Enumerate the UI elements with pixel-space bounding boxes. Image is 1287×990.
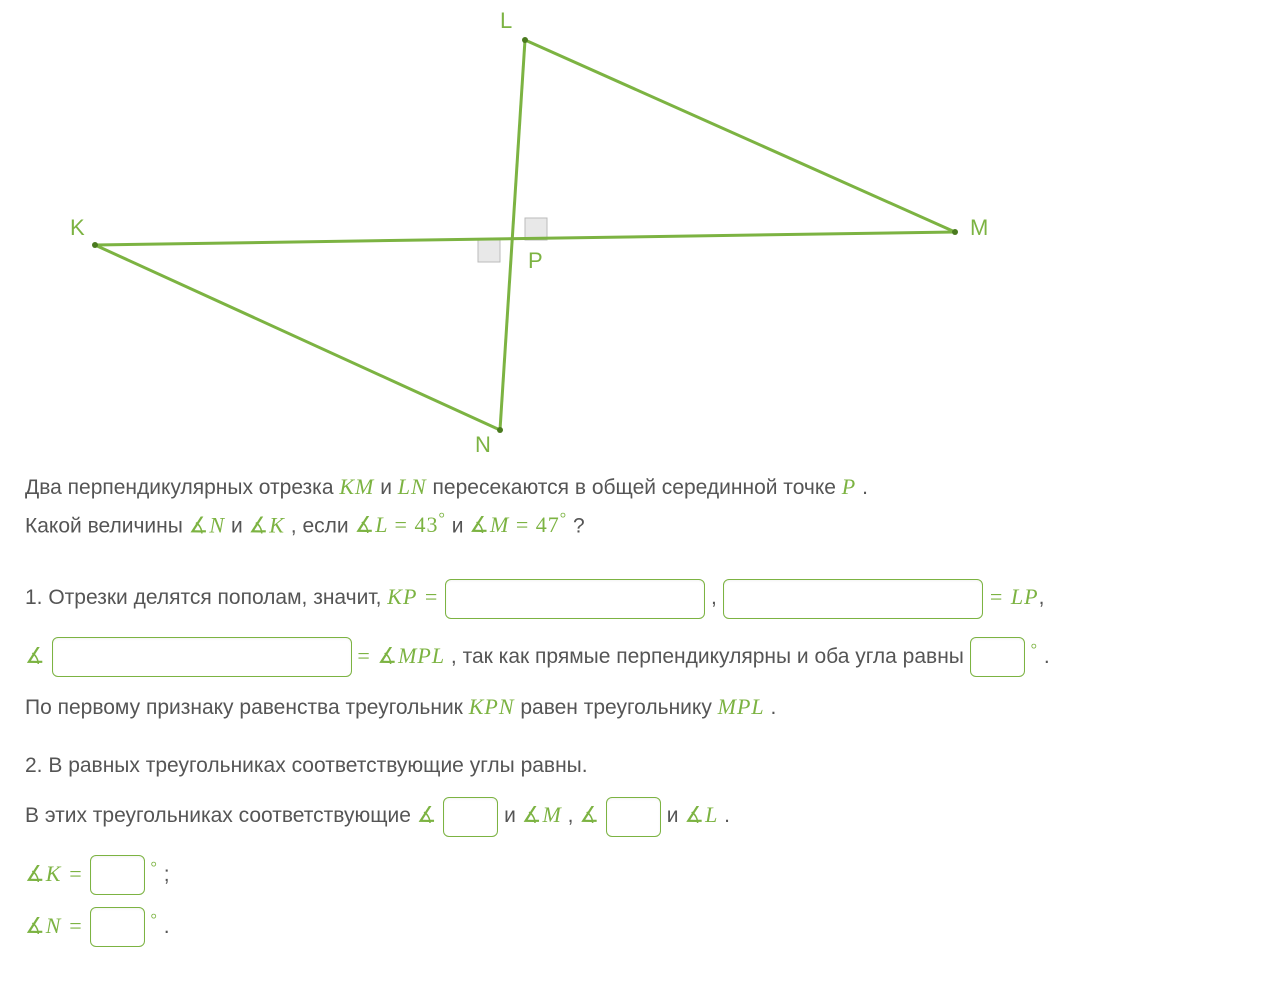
text: и xyxy=(380,476,398,499)
label-m: M xyxy=(970,215,988,241)
input-kp-equals[interactable] xyxy=(445,579,705,619)
label-l: L xyxy=(500,8,512,34)
segment-ln xyxy=(500,40,525,430)
geometry-diagram: K M L N P xyxy=(25,0,1025,460)
text: По первому признаку равенства треугольни… xyxy=(25,696,469,719)
problem-statement: Два перпендикулярных отрезка KM и LN пер… xyxy=(25,470,1262,541)
angle-m2: ∡M xyxy=(522,802,562,827)
math-mpl: = ∡MPL xyxy=(357,643,445,668)
angle-n: ∡N xyxy=(189,512,225,537)
text: равен треугольнику xyxy=(520,696,717,719)
input-angle-degrees[interactable] xyxy=(970,637,1025,677)
text: , так как прямые перпендикулярны и оба у… xyxy=(451,645,970,668)
text: . xyxy=(164,915,170,938)
angle-l-eq: ∡L = 43° xyxy=(354,512,445,537)
angle-l2: ∡L xyxy=(684,802,718,827)
step1-row2: ∡ = ∡MPL , так как прямые перпендикулярн… xyxy=(25,632,1262,680)
text: , xyxy=(1039,586,1045,609)
label-n: N xyxy=(475,432,491,458)
text: и xyxy=(667,804,685,827)
text: , xyxy=(711,586,723,609)
text: . xyxy=(771,696,777,719)
step-1: 1. Отрезки делятся пополам, значит, KP =… xyxy=(25,573,1262,723)
problem-line-1: Два перпендикулярных отрезка KM и LN пер… xyxy=(25,470,1262,504)
label-p: P xyxy=(528,248,543,274)
problem-line-2: Какой величины ∡N и ∡K , если ∡L = 43° и… xyxy=(25,508,1262,542)
angle-k: ∡K xyxy=(249,512,285,537)
angle-n-ans: ∡N = xyxy=(25,913,84,938)
step1-conclusion: По первому признаку равенства треугольни… xyxy=(25,690,1262,724)
input-corresp-1[interactable] xyxy=(443,797,498,837)
math-mpl-tri: MPL xyxy=(718,694,765,719)
text: . xyxy=(1044,645,1050,668)
text: , xyxy=(568,804,580,827)
answer-k-row: ∡K = ° ; xyxy=(25,850,1262,898)
input-angle-name[interactable] xyxy=(52,637,352,677)
math-kpn: KPN xyxy=(469,694,515,719)
step-2: 2. В равных треугольниках соответствующи… xyxy=(25,750,1262,951)
input-answer-k[interactable] xyxy=(90,855,145,895)
segment-lm xyxy=(525,40,955,232)
text: . xyxy=(862,476,868,499)
angle-blank-1: ∡ xyxy=(417,802,438,827)
text: пересекаются в общей серединной точке xyxy=(433,476,842,499)
text: Какой величины xyxy=(25,514,189,537)
text: ? xyxy=(573,514,585,537)
text: Два перпендикулярных отрезка xyxy=(25,476,339,499)
deg-n: ° xyxy=(150,913,157,938)
point-k xyxy=(92,242,98,248)
text: , если xyxy=(291,514,355,537)
math-p: P xyxy=(842,474,856,499)
text: . xyxy=(724,804,730,827)
point-l xyxy=(522,37,528,43)
input-corresp-2[interactable] xyxy=(606,797,661,837)
right-angle-mark-2 xyxy=(478,240,500,262)
text: 1. Отрезки делятся пополам, значит, xyxy=(25,586,387,609)
answer-n-row: ∡N = ° . xyxy=(25,902,1262,950)
angle-blank: ∡ xyxy=(25,643,46,668)
deg-k: ° xyxy=(150,861,157,886)
angle-k-ans: ∡K = xyxy=(25,861,84,886)
text: ; xyxy=(164,863,170,886)
math-km: KM xyxy=(339,474,374,499)
text: и xyxy=(452,514,470,537)
angle-blank-2: ∡ xyxy=(579,802,600,827)
step2-row2: В этих треугольниках соответствующие ∡ и… xyxy=(25,791,1262,839)
text: и xyxy=(504,804,522,827)
text: и xyxy=(231,514,249,537)
text: В этих треугольниках соответствующие xyxy=(25,804,417,827)
page-container: K M L N P Два перпендикулярных отрезка K… xyxy=(0,0,1287,990)
point-m xyxy=(952,229,958,235)
segment-kn xyxy=(95,245,500,430)
math-lp: = LP xyxy=(989,584,1039,609)
label-k: K xyxy=(70,215,85,241)
input-lp-left[interactable] xyxy=(723,579,983,619)
math-ln: LN xyxy=(398,474,427,499)
math-kp: KP = xyxy=(387,584,439,609)
angle-m-eq: ∡M = 47° xyxy=(469,512,567,537)
right-angle-mark-1 xyxy=(525,218,547,240)
step1-row1: 1. Отрезки делятся пополам, значит, KP =… xyxy=(25,573,1262,621)
step2-line1: 2. В равных треугольниках соответствующи… xyxy=(25,750,1262,782)
deg-sign: ° xyxy=(1031,643,1038,668)
diagram-svg xyxy=(25,0,1025,460)
input-answer-n[interactable] xyxy=(90,907,145,947)
point-n xyxy=(497,427,503,433)
